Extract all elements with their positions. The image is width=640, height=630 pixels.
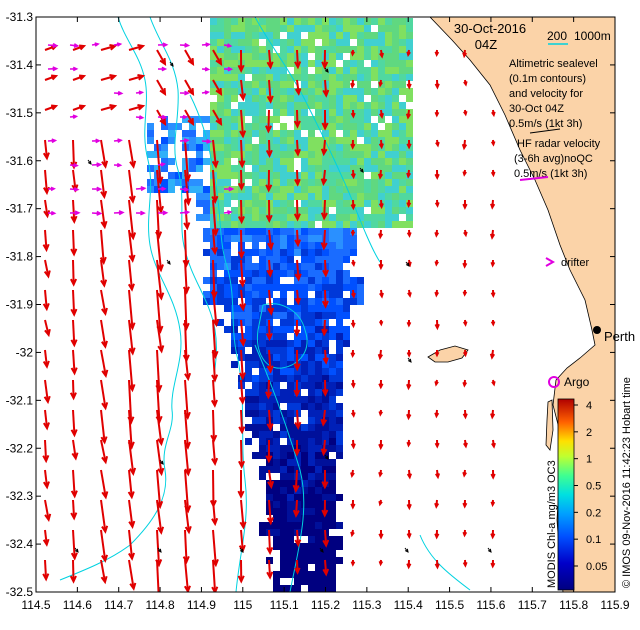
y-tick-label: -32.2	[6, 441, 34, 455]
x-tick-label: 115	[233, 598, 252, 612]
y-tick-label: -31.3	[6, 10, 34, 24]
x-tick-label: 115.4	[394, 598, 423, 612]
x-tick-label: 115.6	[476, 598, 505, 612]
radar-legend: HF radar velocity (3-6h avg)noQC 0.5m/s …	[514, 138, 601, 181]
colorbar-tick-label: 0.5	[586, 481, 601, 493]
y-tick-label: -32.3	[6, 489, 34, 503]
velocity-vectors	[42, 42, 496, 592]
y-tick-label: -32.4	[6, 537, 34, 551]
perth-marker	[593, 326, 601, 334]
x-tick-label: 114.8	[146, 598, 175, 612]
legend-altimetry-line: and velocity for	[509, 88, 583, 100]
colorbar-tick-label: 0.1	[586, 534, 601, 546]
y-tick-label: -31.6	[6, 154, 34, 168]
garden-island	[545, 399, 554, 451]
legend-altimetry-line: 30-Oct 04Z	[509, 103, 564, 115]
x-axis: 114.5 114.6 114.7 114.8 114.9 115 115.1 115.2 11…	[21, 17, 630, 612]
x-tick-label: 114.7	[104, 598, 133, 612]
y-tick-label: -32.1	[6, 393, 34, 407]
y-tick-label: -31.5	[6, 106, 34, 120]
x-tick-label: 115.2	[311, 598, 340, 612]
x-tick-label: 114.6	[63, 598, 92, 612]
drifter-label: drifter	[561, 257, 589, 269]
colorbar-gradient	[557, 398, 575, 591]
map-date: 30-Oct-2016	[454, 21, 526, 36]
colorbar-tick-label: 2	[586, 427, 592, 439]
colorbar: 4 2 1 0.5 0.2 0.1 0.05	[557, 398, 607, 591]
y-axis: -31.3 -31.4 -31.5 -31.6 -31.7 -31.8 -31.9 -32 -3…	[6, 10, 615, 599]
x-tick-label: 115.1	[270, 598, 299, 612]
argo-label: Argo	[564, 375, 590, 389]
x-tick-label: 115.8	[559, 598, 588, 612]
x-tick-label: 114.5	[21, 598, 50, 612]
legend-altimetry-line: 0.5m/s (1kt 3h)	[509, 118, 582, 130]
argo-marker	[548, 376, 560, 388]
x-tick-label: 115.9	[600, 598, 629, 612]
credit-line: © IMOS 09-Nov-2016 11:42:23 Hobart time	[621, 377, 633, 588]
colorbar-tick-label: 1	[586, 454, 592, 466]
altimetry-legend: Altimetric sealevel (0.1m contours) and …	[509, 58, 598, 134]
colorbar-title: MODIS Chl-a mg/m3 OC3	[546, 460, 558, 588]
y-tick-label: -32.5	[6, 585, 34, 599]
colorbar-tick-label: 0.2	[586, 507, 601, 519]
colorbar-tick-label: 0.05	[586, 561, 607, 573]
legend-altimetry-arrow	[529, 128, 561, 134]
y-tick-label: -31.9	[6, 298, 34, 312]
y-tick-label: -31.4	[6, 58, 34, 72]
x-tick-label: 114.9	[187, 598, 216, 612]
x-tick-label: 115.5	[435, 598, 464, 612]
legend-radar-line: HF radar velocity	[517, 138, 601, 150]
depth-contour-label: 1000m	[574, 29, 611, 43]
drifter-marker	[545, 257, 556, 267]
map-time: 04Z	[475, 37, 497, 52]
y-tick-label: -31.8	[6, 250, 34, 264]
colorbar-tick-label: 4	[586, 400, 592, 412]
legend-radar-line: 0.5m/s (1kt 3h)	[514, 168, 587, 180]
perth-label: Perth	[604, 329, 635, 344]
legend-radar-arrow	[519, 176, 549, 181]
scale-bar-label: 200	[547, 29, 567, 43]
x-tick-label: 115.7	[518, 598, 547, 612]
y-tick-label: -32	[16, 345, 34, 359]
legend-altimetry-line: (0.1m contours)	[509, 73, 586, 85]
x-tick-label: 115.3	[352, 598, 381, 612]
legend-radar-line: (3-6h avg)noQC	[514, 153, 593, 165]
y-tick-label: -31.7	[6, 202, 34, 216]
legend-altimetry-line: Altimetric sealevel	[509, 58, 598, 70]
